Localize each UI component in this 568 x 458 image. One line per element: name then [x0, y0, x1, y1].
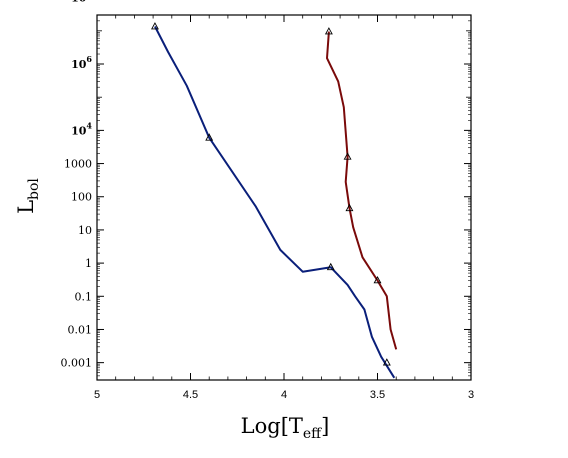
series-line-2 [326, 31, 398, 350]
y-tick-label: 0.1 [75, 290, 93, 303]
y-tick-label: 1000 [64, 158, 92, 171]
triangle-marker [324, 27, 333, 35]
x-tick-label: 3.5 [370, 389, 385, 401]
x-tick-label: 5 [94, 389, 100, 401]
y-tick-label: 1 [85, 257, 92, 270]
x-tick-labels: 5 4.5 4 3.5 3 [94, 389, 474, 401]
y-tick-label: 100 [71, 191, 92, 204]
series-line-1 [154, 26, 396, 379]
axis-ticks [96, 14, 472, 381]
y-tick-label: 108 [71, 0, 92, 5]
triangle-marker [326, 262, 335, 271]
x-tick-label: 4.5 [183, 389, 198, 401]
triangle-marker [343, 152, 352, 160]
triangle-marker [345, 203, 354, 212]
y-tick-label: 0.01 [68, 323, 93, 336]
triangle-marker [205, 133, 214, 141]
x-tick-label: 3 [468, 389, 474, 401]
triangle-marker [382, 358, 391, 366]
plot-frame [96, 14, 472, 381]
x-axis-label: Log[Teff] [241, 414, 330, 442]
y-tick-labels: 0.001 0.01 0.1 1 10 100 1000 104 106 108 [61, 0, 93, 370]
triangle-marker [373, 276, 382, 284]
y-axis-label: Lbol [14, 178, 42, 214]
y-tick-label: 106 [71, 54, 92, 71]
triangle-marker [151, 22, 159, 30]
y-tick-label: 104 [71, 120, 92, 137]
series-group [151, 22, 398, 379]
y-tick-label: 10 [78, 224, 92, 237]
y-tick-label: 0.001 [61, 357, 93, 370]
x-tick-label: 4 [281, 389, 287, 401]
